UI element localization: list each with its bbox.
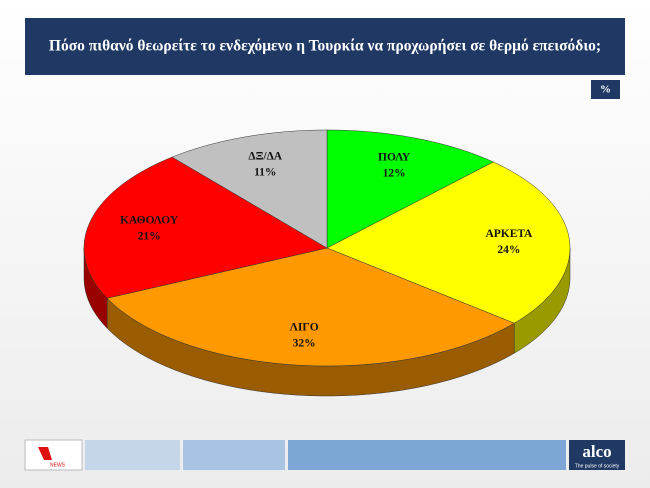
logo-box (24, 439, 83, 471)
slice-label: ΛΙΓΟ (290, 321, 319, 333)
title-bar (25, 18, 625, 75)
value-label: 24% (497, 244, 520, 256)
pie: ΠΟΛΥ 12% ΑΡΚΕΤΑ 24% ΛΙΓΟ 32% ΚΑΘΟΛΟΥ 21% ΔΞ/ΔΑ 11… (83, 129, 571, 397)
slice-label: ΚΑΘΟΛΟΥ (120, 214, 179, 226)
brand: alco (582, 442, 611, 461)
brand-box (569, 440, 625, 470)
chart-title: Πόσο πιθανό θεωρείτε το ενδεχόμενο η Του… (49, 38, 601, 55)
footer-bar (288, 440, 566, 470)
slice (326, 161, 571, 324)
unit-box (591, 80, 620, 99)
slice-label: ΠΟΛΥ (378, 151, 411, 163)
value-label: 21% (138, 230, 161, 242)
value-label: 11% (254, 166, 276, 178)
value-label: 32% (293, 337, 316, 349)
footer-bar (85, 440, 180, 470)
tagline: The pulse of society (575, 463, 620, 469)
slice-label: ΔΞ/ΔΑ (248, 150, 282, 162)
logo-mark (38, 447, 52, 460)
footer-bar (183, 440, 285, 470)
slice (326, 129, 494, 249)
slice (106, 247, 515, 367)
value-label: 12% (383, 167, 406, 179)
unit-label: % (600, 84, 611, 96)
logo-text: NEWS (50, 462, 66, 468)
slice (171, 129, 328, 249)
slice-label: ΑΡΚΕΤΑ (485, 228, 532, 240)
slice (83, 156, 328, 299)
footer: NEWS alco The pulse of society (24, 439, 625, 471)
